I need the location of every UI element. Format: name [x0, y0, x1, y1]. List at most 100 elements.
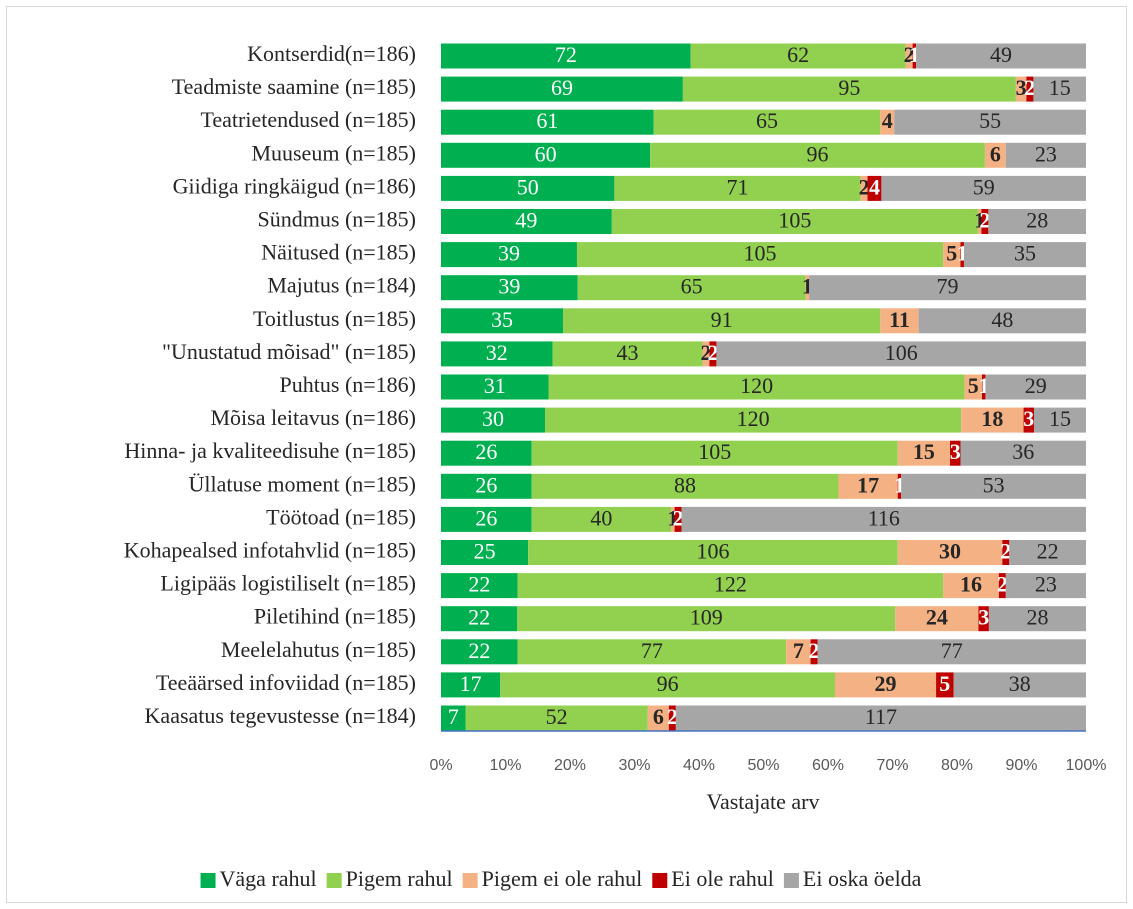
- bar-segment: [674, 506, 682, 532]
- bar-segment: [441, 242, 577, 268]
- x-tick-label: 10%: [489, 757, 521, 774]
- bar-segment: [441, 308, 564, 334]
- data-label: 4: [882, 108, 893, 133]
- data-label: 3: [950, 439, 961, 464]
- data-label: 1: [894, 472, 905, 497]
- bar-segment: [441, 374, 549, 400]
- data-label: 77: [641, 638, 663, 663]
- legend-swatch: [783, 873, 799, 888]
- data-label: 30: [939, 539, 961, 564]
- data-label: 52: [546, 704, 568, 729]
- bar-segment: [985, 374, 1086, 400]
- bar-segment: [441, 43, 691, 69]
- legend-label: Pigem rahul: [346, 866, 453, 891]
- category-label: Sündmus (n=185): [258, 207, 416, 232]
- bar-segment: [682, 76, 1016, 102]
- category-label: Piletihind (n=185): [254, 604, 416, 629]
- bar-segment: [881, 175, 1086, 201]
- bar-segment: [895, 606, 979, 632]
- bar-segment: [817, 639, 1086, 665]
- bar-segment: [1005, 142, 1086, 168]
- legend-swatch: [326, 873, 342, 888]
- bar-segment: [671, 506, 675, 532]
- bar-segment: [441, 175, 615, 201]
- x-axis-title: Vastajate arv: [707, 789, 820, 814]
- category-label: Hinna- ja kvaliteedisuhe (n=185): [124, 438, 416, 463]
- bar-segment: [441, 639, 518, 665]
- x-tick-label: 0%: [429, 757, 452, 774]
- bar-segment: [880, 308, 919, 334]
- bar-segment: [545, 407, 962, 433]
- data-label: 2: [667, 704, 678, 729]
- data-label: 61: [536, 108, 558, 133]
- x-tick-label: 80%: [941, 757, 973, 774]
- data-label: 31: [484, 373, 506, 398]
- bar-segment: [834, 672, 937, 698]
- data-label: 3: [978, 605, 989, 630]
- data-label: 40: [590, 505, 612, 530]
- bar-segment: [681, 506, 1086, 532]
- bar-segment: [441, 540, 529, 565]
- data-label: 95: [838, 75, 860, 100]
- data-label: 1: [974, 208, 985, 233]
- bar-segment: [1009, 540, 1086, 565]
- data-label: 105: [778, 208, 811, 233]
- data-label: 96: [657, 671, 679, 696]
- bar-segment: [943, 242, 961, 268]
- bar-segment: [702, 341, 710, 367]
- category-label: Muuseum (n=185): [251, 140, 416, 165]
- data-label: 106: [696, 539, 729, 564]
- data-label: 69: [551, 75, 573, 100]
- data-label: 35: [491, 307, 513, 332]
- bar-segment: [675, 705, 1086, 731]
- bar-segment: [897, 440, 951, 466]
- bar-segment: [897, 473, 902, 499]
- data-label: 105: [698, 439, 731, 464]
- data-label: 24: [926, 605, 948, 630]
- x-tick-label: 30%: [618, 757, 650, 774]
- bar-segment: [860, 175, 868, 201]
- data-label: 35: [1014, 241, 1036, 266]
- data-label: 7: [793, 638, 804, 663]
- data-label: 36: [1012, 439, 1034, 464]
- bar-segment: [1023, 407, 1034, 433]
- data-label: 23: [1035, 141, 1057, 166]
- data-label: 15: [1049, 75, 1071, 100]
- legend-label: Ei oska öelda: [803, 866, 922, 891]
- data-label: 2: [859, 174, 870, 199]
- x-tick-label: 70%: [876, 757, 908, 774]
- bar-segment: [897, 540, 1003, 565]
- bar-segment: [805, 275, 810, 301]
- bar-segment: [690, 43, 906, 69]
- category-label: Kontserdid(n=186): [247, 41, 416, 66]
- bar-segment: [650, 142, 985, 168]
- data-label: 5: [939, 671, 950, 696]
- bar-segment: [894, 109, 1086, 135]
- category-label: Üllatuse moment (n=185): [189, 471, 416, 496]
- category-label: Teadmiste saamine (n=185): [172, 74, 416, 99]
- data-label: 65: [681, 274, 703, 299]
- bar-segment: [441, 672, 501, 698]
- bar-segment: [867, 175, 882, 201]
- bar-segment: [786, 639, 811, 665]
- bar-segment: [577, 275, 806, 301]
- data-label: 60: [535, 141, 557, 166]
- bar-segment: [441, 341, 553, 367]
- bar-segment: [963, 242, 1086, 268]
- bar-segment: [953, 672, 1086, 698]
- bar-segment: [916, 43, 1086, 69]
- data-label: 3: [1023, 406, 1034, 431]
- x-tick-label: 60%: [812, 757, 844, 774]
- data-label: 2: [1024, 75, 1035, 100]
- category-label: Töötoad (n=185): [266, 504, 416, 529]
- bar-segment: [441, 109, 654, 135]
- data-label: 4: [869, 174, 880, 199]
- data-label: 30: [482, 406, 504, 431]
- bar-segment: [810, 639, 818, 665]
- data-label: 25: [474, 539, 496, 564]
- category-label: "Unustatud mõisad" (n=185): [162, 339, 416, 364]
- data-label: 28: [1026, 605, 1048, 630]
- category-label: Mõisa leitavus (n=186): [211, 405, 417, 430]
- data-label: 79: [937, 274, 959, 299]
- data-label: 22: [468, 572, 490, 597]
